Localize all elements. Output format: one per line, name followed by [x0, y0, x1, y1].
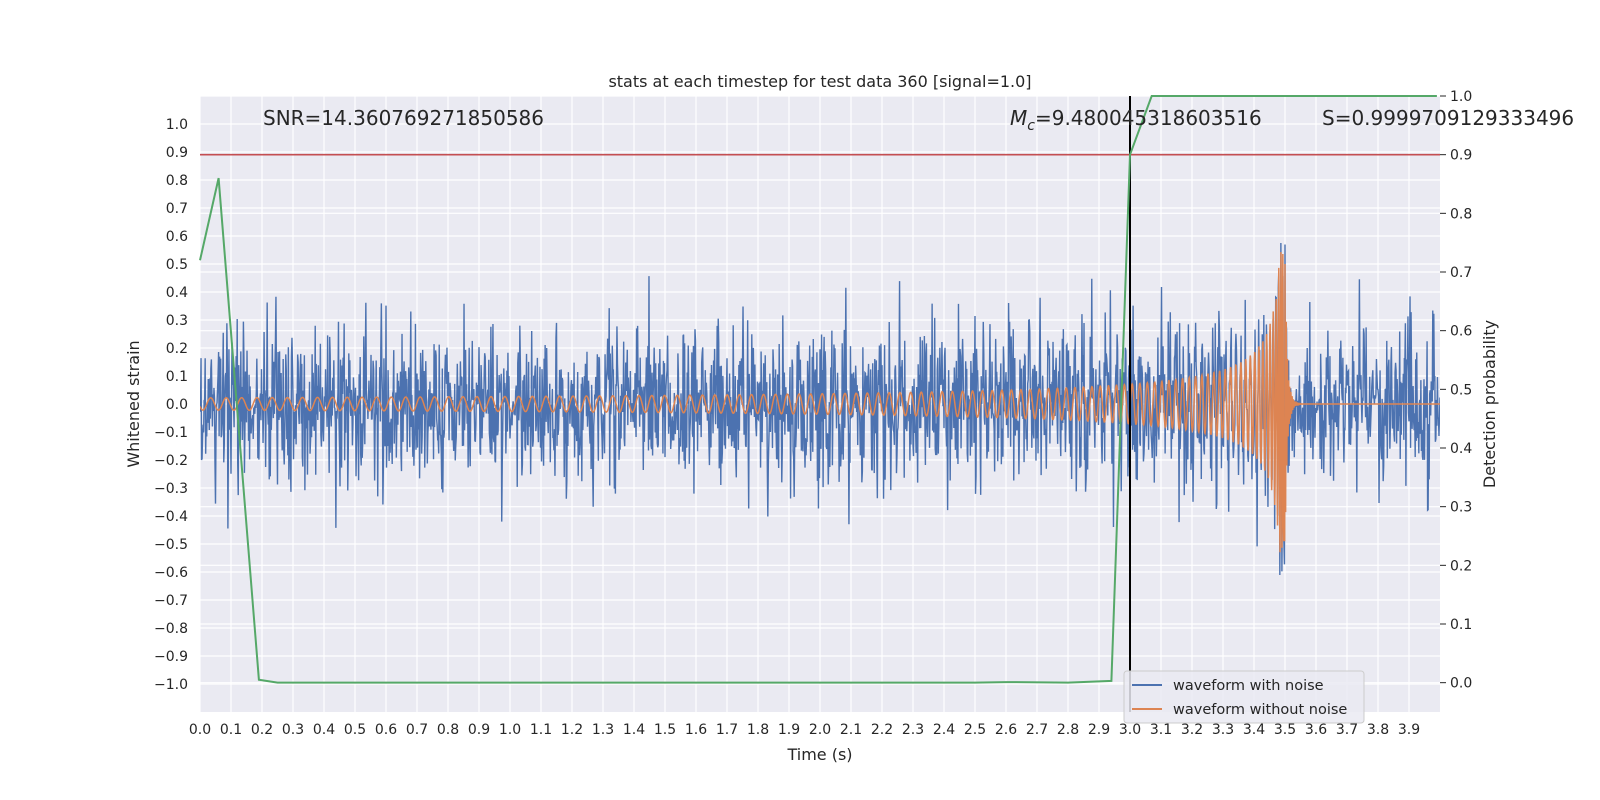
x-tick-label: 0.9: [468, 722, 490, 738]
y-tick-label: −1.0: [154, 677, 188, 693]
y-tick-label: −0.8: [154, 621, 188, 637]
x-tick-label: 1.4: [623, 722, 645, 738]
y2-tick-label: 0.2: [1450, 558, 1472, 574]
x-tick-label: 0.5: [344, 722, 366, 738]
y2-tick-label: 0.7: [1450, 265, 1472, 281]
x-tick-label: 1.5: [654, 722, 676, 738]
x-tick-label: 2.2: [871, 722, 893, 738]
x-tick-label: 3.1: [1150, 722, 1172, 738]
x-tick-label: 2.8: [1057, 722, 1079, 738]
y-tick-label: 0.6: [166, 229, 188, 245]
x-tick-label: 0.4: [313, 722, 335, 738]
x-tick-label: 3.6: [1305, 722, 1327, 738]
y-tick-label: −0.2: [154, 453, 188, 469]
s-annotation: S=0.9999709129333496: [1322, 106, 1574, 130]
y-tick-label: 0.9: [166, 145, 188, 161]
mc-subscript: c: [1027, 118, 1035, 134]
legend: waveform with noise waveform without noi…: [1123, 670, 1365, 724]
snr-annotation: SNR=14.360769271850586: [263, 106, 544, 130]
y-tick-label: 0.5: [166, 257, 188, 273]
y2-tick-label: 0.8: [1450, 206, 1472, 222]
x-tick-label: 1.2: [561, 722, 583, 738]
x-tick-label: 0.1: [220, 722, 242, 738]
y2-tick-label: 0.5: [1450, 382, 1472, 398]
x-tick-label: 3.9: [1398, 722, 1420, 738]
x-tick-label: 2.4: [933, 722, 955, 738]
y-tick-label: −0.4: [154, 509, 188, 525]
series-waveform-without-noise: [200, 252, 1440, 553]
legend-box: [1123, 670, 1365, 724]
legend-label-waveform-without-noise: waveform without noise: [1173, 702, 1347, 718]
x-tick-label: 0.2: [251, 722, 273, 738]
y-axis-label: Whitened strain: [124, 340, 143, 467]
x-axis-label: Time (s): [786, 745, 852, 764]
mc-value: =9.480045318603516: [1035, 106, 1262, 130]
x-tick-label: 1.6: [685, 722, 707, 738]
x-tick-label: 2.3: [902, 722, 924, 738]
y-tick-label: 0.2: [166, 341, 188, 357]
x-tick-label: 3.5: [1274, 722, 1296, 738]
y-tick-label: 0.4: [166, 285, 188, 301]
series-detection-probability: [199, 95, 1437, 684]
x-tick-label: 1.8: [747, 722, 769, 738]
y-tick-label: 0.8: [166, 173, 188, 189]
x-tick-label: 3.8: [1367, 722, 1389, 738]
x-tick-label: 1.7: [716, 722, 738, 738]
x-tick-label: 1.1: [530, 722, 552, 738]
y-tick-label: −0.1: [154, 425, 188, 441]
y-tick-label: 0.1: [166, 369, 188, 385]
y-tick-label: −0.9: [154, 649, 188, 665]
y2-tick-label: 1.0: [1450, 89, 1472, 105]
y-tick-label: −0.7: [154, 593, 188, 609]
x-tick-label: 3.0: [1119, 722, 1141, 738]
mc-symbol: M: [1010, 106, 1027, 130]
y-tick-label: 0.7: [166, 201, 188, 217]
y2-axis-label: Detection probability: [1480, 320, 1499, 488]
y-tick-label: −0.5: [154, 537, 188, 553]
y-tick-label: −0.6: [154, 565, 188, 581]
x-tick-label: 0.3: [282, 722, 304, 738]
y2-tick-label: 0.4: [1450, 441, 1472, 457]
mc-annotation: Mc=9.480045318603516: [1010, 106, 1262, 134]
x-tick-label: 2.6: [995, 722, 1017, 738]
x-tick-label: 3.4: [1243, 722, 1265, 738]
y2-tick-label: 0.6: [1450, 324, 1472, 340]
x-tick-label: 2.7: [1026, 722, 1048, 738]
legend-label-waveform-with-noise: waveform with noise: [1173, 678, 1324, 694]
x-tick-label: 0.6: [375, 722, 397, 738]
x-tick-label: 0.8: [437, 722, 459, 738]
chart-title: stats at each timestep for test data 360…: [608, 72, 1031, 91]
y-tick-label: 0.0: [166, 397, 188, 413]
x-tick-label: 1.9: [778, 722, 800, 738]
x-tick-label: 1.3: [592, 722, 614, 738]
series-waveform-with-noise: [200, 242, 1440, 576]
x-tick-label: 0.7: [406, 722, 428, 738]
y-tick-label: −0.3: [154, 481, 188, 497]
x-tick-label: 3.2: [1181, 722, 1203, 738]
y-tick-label: 0.3: [166, 313, 188, 329]
x-tick-label: 2.0: [809, 722, 831, 738]
x-tick-label: 2.9: [1088, 722, 1110, 738]
x-tick-label: 3.3: [1212, 722, 1234, 738]
y2-tick-label: 0.3: [1450, 500, 1472, 516]
y2-tick-label: 0.0: [1450, 676, 1472, 692]
y-tick-label: 1.0: [166, 117, 188, 133]
x-tick-label: 2.5: [964, 722, 986, 738]
x-tick-label: 2.1: [840, 722, 862, 738]
y2-tick-label: 0.9: [1450, 148, 1472, 164]
x-tick-label: 0.0: [189, 722, 211, 738]
x-tick-label: 1.0: [499, 722, 521, 738]
x-tick-label: 3.7: [1336, 722, 1358, 738]
y2-tick-label: 0.1: [1450, 617, 1472, 633]
